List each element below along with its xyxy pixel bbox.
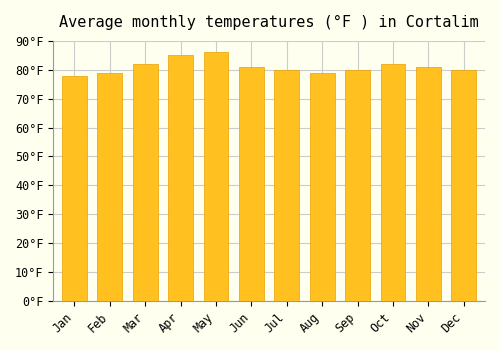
Bar [62,76,87,301]
Bar [168,55,193,301]
Bar [239,67,264,301]
Bar [274,70,299,301]
Bar [98,73,122,301]
Title: Average monthly temperatures (°F ) in Cortalim: Average monthly temperatures (°F ) in Co… [59,15,479,30]
Bar [133,64,158,301]
Bar [310,73,334,301]
Bar [380,64,406,301]
Bar [416,67,441,301]
Bar [345,70,370,301]
Bar [204,52,229,301]
Bar [452,70,476,301]
